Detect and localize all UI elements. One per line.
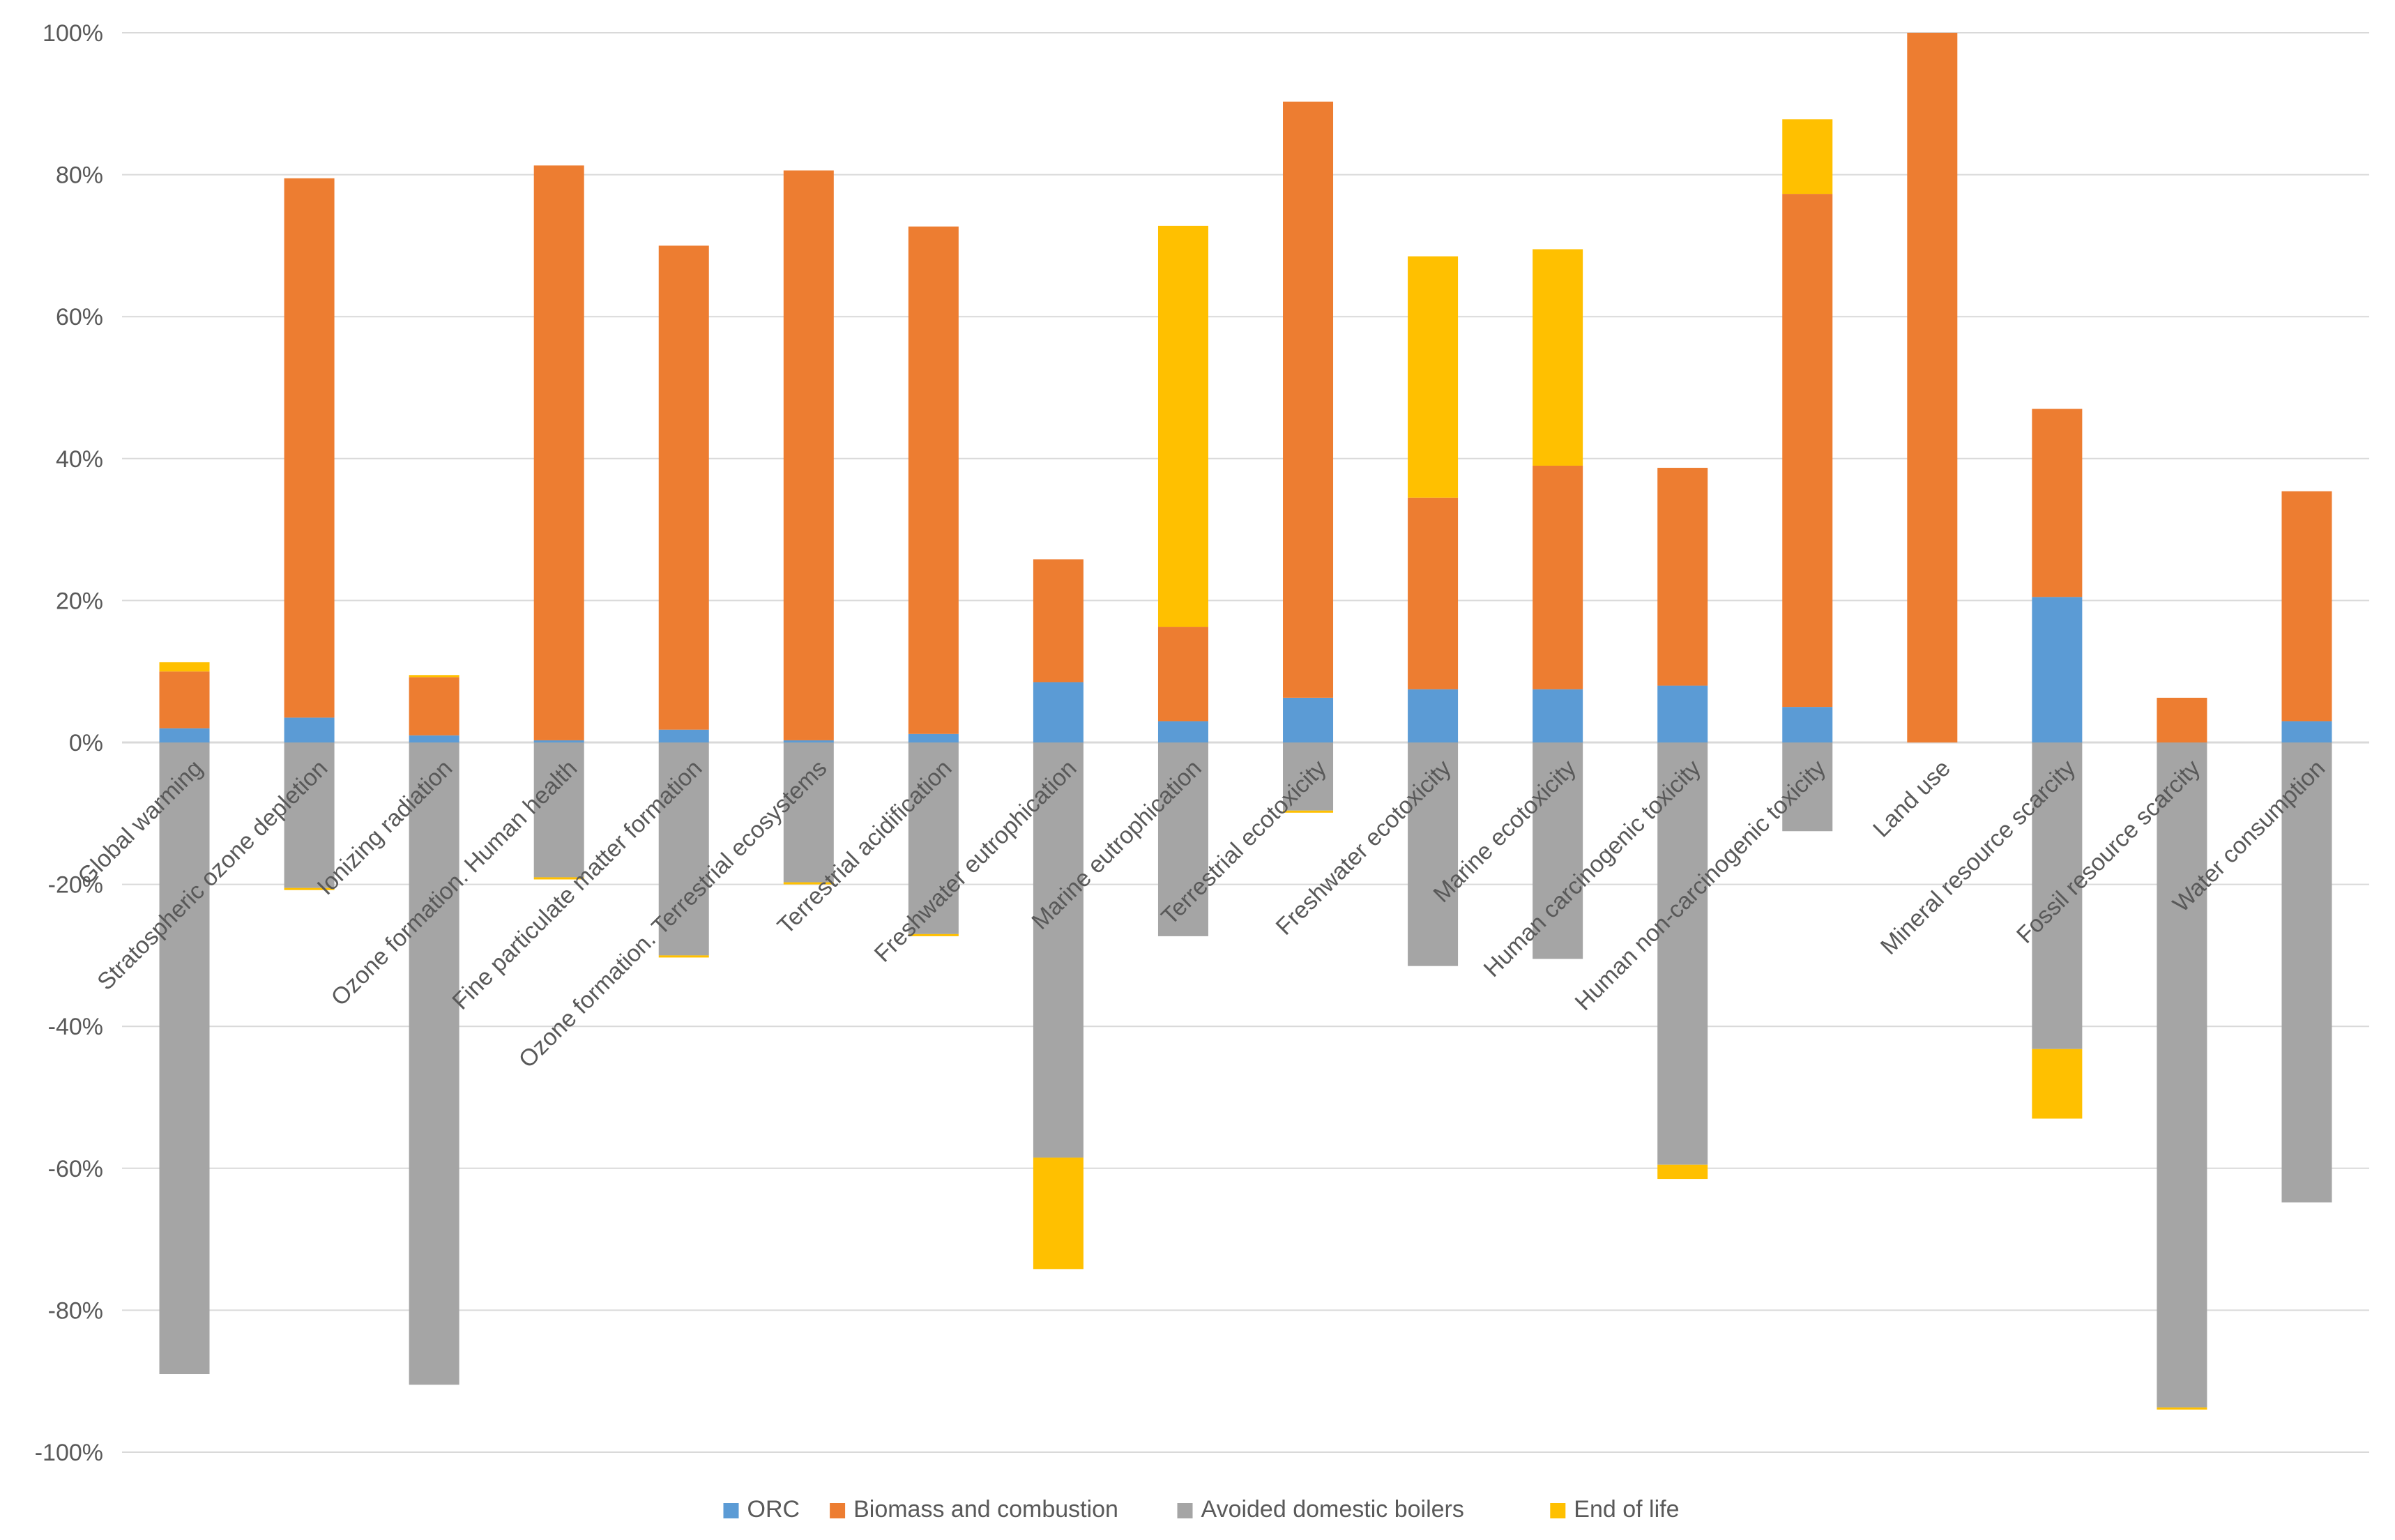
- bar-segment: [2281, 742, 2332, 1203]
- bar-segment: [783, 742, 834, 883]
- y-tick-label: -80%: [48, 1297, 103, 1324]
- bar-segment: [1782, 194, 1833, 708]
- bar-segment: [908, 226, 959, 734]
- gridlines: [122, 32, 2369, 1453]
- bar-segment: [2157, 697, 2207, 742]
- bar-segment: [1408, 497, 1459, 689]
- y-axis-tick-labels: 100% 80% 60% 40% 20% 0% -20% -40% -60% -80% -100%: [35, 20, 103, 1466]
- y-tick-label: 60%: [56, 304, 103, 330]
- bar-segment: [1408, 742, 1459, 966]
- bar-segment: [2032, 742, 2083, 1049]
- bar-segment: [1657, 685, 1708, 742]
- legend-swatch: [830, 1503, 846, 1518]
- bar-segment: [1533, 249, 1583, 466]
- bar-segment: [908, 742, 959, 934]
- bar-segment: [1408, 689, 1459, 742]
- bar-segment: [409, 675, 459, 678]
- bar-segment: [1283, 697, 1334, 742]
- y-tick-label: 80%: [56, 162, 103, 189]
- bar-segment: [1283, 101, 1334, 698]
- bar-segment: [533, 165, 584, 740]
- bar-segment: [409, 735, 459, 742]
- bar-segment: [284, 887, 335, 890]
- bar-segment: [1533, 465, 1583, 689]
- bar-segment: [2281, 491, 2332, 722]
- bar-segment: [159, 742, 210, 1375]
- bar-segment: [1033, 742, 1084, 1158]
- y-tick-label: -100%: [35, 1440, 103, 1466]
- bar-segment: [783, 740, 834, 742]
- bar-segment: [2032, 409, 2083, 597]
- bar-segment: [783, 882, 834, 885]
- bars: [159, 33, 2332, 1410]
- bar-segment: [1533, 742, 1583, 959]
- bar-segment: [284, 717, 335, 742]
- bar-segment: [1033, 559, 1084, 683]
- bar-segment: [284, 178, 335, 718]
- bar-segment: [1157, 225, 1208, 627]
- bar-segment: [1033, 1157, 1084, 1270]
- bar-segment: [1157, 721, 1208, 742]
- bar-segment: [658, 729, 709, 742]
- x-category-label: Land use: [1868, 755, 1956, 843]
- legend-swatch: [1550, 1503, 1566, 1518]
- bar-segment: [409, 742, 459, 1385]
- bar-segment: [1533, 689, 1583, 742]
- bar-segment: [284, 742, 335, 888]
- y-tick-label: -20%: [48, 872, 103, 899]
- bar-segment: [159, 671, 210, 729]
- legend-label: ORC: [747, 1496, 800, 1523]
- bar-segment: [533, 877, 584, 880]
- bar-segment: [783, 170, 834, 740]
- bar-segment: [1782, 707, 1833, 742]
- bar-segment: [1033, 682, 1084, 742]
- bar-segment: [658, 742, 709, 956]
- y-tick-label: 20%: [56, 588, 103, 614]
- y-tick-label: -60%: [48, 1156, 103, 1182]
- bar-segment: [908, 733, 959, 742]
- y-tick-label: -40%: [48, 1014, 103, 1040]
- legend-label: Biomass and combustion: [853, 1496, 1118, 1523]
- y-tick-label: 0%: [69, 730, 103, 756]
- legend: ORC Biomass and combustion Avoided domesti…: [723, 1496, 1680, 1523]
- bar-segment: [2157, 742, 2207, 1408]
- bar-segment: [409, 677, 459, 735]
- bar-segment: [908, 933, 959, 936]
- bar-segment: [1782, 119, 1833, 195]
- bar-segment: [658, 955, 709, 958]
- bar-segment: [159, 662, 210, 672]
- bar-segment: [533, 740, 584, 742]
- bar-segment: [658, 245, 709, 730]
- legend-swatch: [1177, 1503, 1193, 1518]
- bar-segment: [1408, 256, 1459, 498]
- bar-segment: [1657, 1164, 1708, 1180]
- bar-segment: [2157, 1407, 2207, 1410]
- legend-label: End of life: [1574, 1496, 1679, 1523]
- bar-segment: [2032, 1049, 2083, 1119]
- bar-segment: [1283, 810, 1334, 813]
- legend-swatch: [723, 1503, 739, 1518]
- bar-segment: [533, 742, 584, 878]
- bar-segment: [1907, 33, 1958, 742]
- bar-segment: [159, 728, 210, 742]
- y-tick-label: 100%: [43, 20, 103, 47]
- legend-label: Avoided domestic boilers: [1201, 1496, 1464, 1523]
- bar-segment: [2032, 597, 2083, 742]
- bar-segment: [1157, 742, 1208, 936]
- bar-segment: [1657, 742, 1708, 1165]
- bar-segment: [1157, 627, 1208, 722]
- bar-segment: [1782, 742, 1833, 832]
- y-tick-label: 40%: [56, 446, 103, 473]
- bar-segment: [1657, 468, 1708, 686]
- bar-segment: [1283, 742, 1334, 811]
- bar-segment: [2281, 721, 2332, 742]
